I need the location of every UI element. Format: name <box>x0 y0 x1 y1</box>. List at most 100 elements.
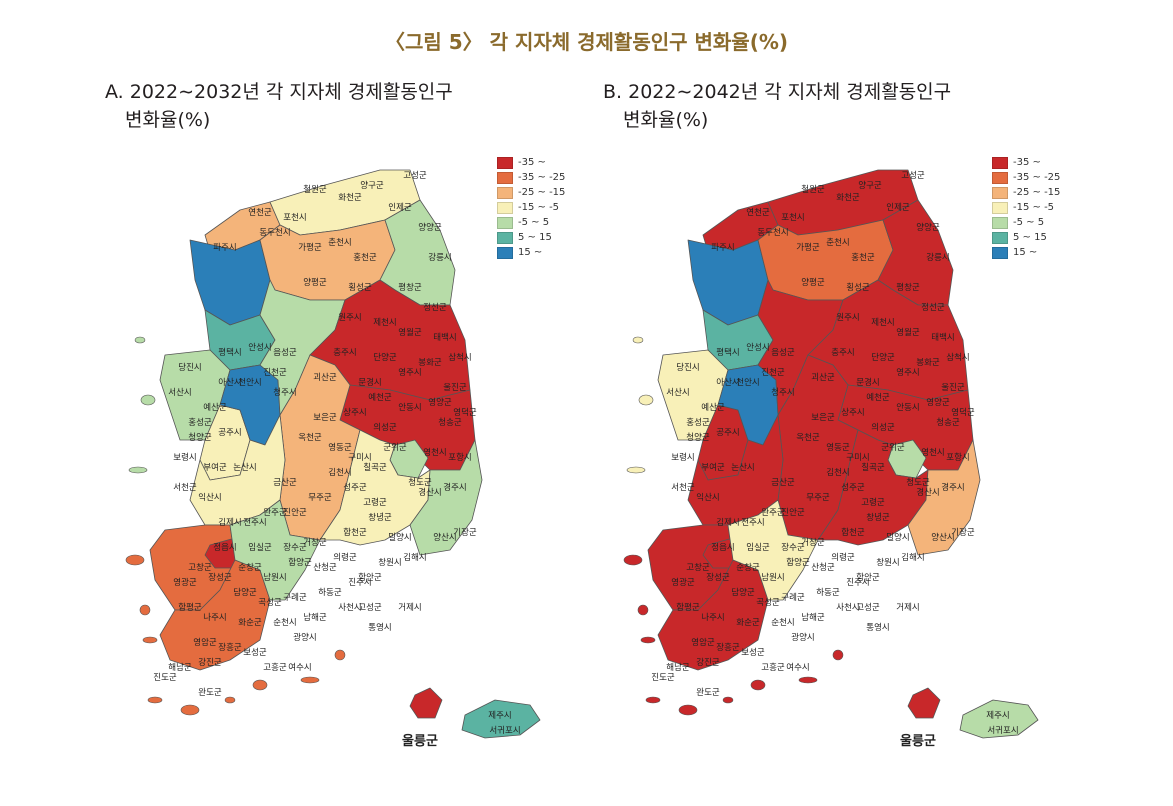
district-label: 옥천군 <box>796 432 820 443</box>
district-label: 양양군 <box>418 222 442 233</box>
figure-title: 〈그림 5〉 각 지자체 경제활동인구 변화율(%) <box>384 30 789 54</box>
district-label: 인제군 <box>886 202 910 213</box>
district-label: 해남군 <box>666 663 690 673</box>
island-shape <box>678 704 698 716</box>
district-label: 보은군 <box>313 413 337 423</box>
legend-swatch <box>992 156 1008 169</box>
legend-item: -15 ~ -5 <box>992 200 1060 215</box>
district-label: 충주시 <box>831 348 854 358</box>
district-label: 의령군 <box>831 552 855 563</box>
district-label: 서천군 <box>671 482 695 493</box>
district-label: 정읍시 <box>711 542 734 553</box>
district-label: 금산군 <box>771 477 795 488</box>
district-label: 아산시 <box>218 377 241 388</box>
legend-item: -15 ~ -5 <box>497 200 565 215</box>
legend-item: 15 ~ <box>497 245 565 260</box>
district-label: 안동시 <box>398 402 421 413</box>
district-label: 음성군 <box>273 348 297 358</box>
district-label: 나주시 <box>701 613 724 623</box>
district-label: 구미시 <box>846 453 869 463</box>
district-label: 통영시 <box>866 622 889 633</box>
district-label: 철원군 <box>303 184 327 195</box>
panel-b-title: B. 2022∼2042년 각 지자체 경제활동인구 변화율(%) <box>603 78 951 134</box>
district-label: 영천시 <box>921 447 944 458</box>
district-label: 진도군 <box>153 672 177 683</box>
district-label: 당진시 <box>178 362 201 373</box>
island-shape <box>224 696 236 704</box>
island-shape <box>252 679 268 691</box>
legend-swatch <box>497 171 513 184</box>
district-label: 청도군 <box>408 478 432 488</box>
legend-panel-b: -35 ~ -35 ~ -25 -25 ~ -15 -15 ~ -5 -5 ~ 5 5 ~… <box>992 155 1060 260</box>
seogwipo-label: 서귀포시 <box>489 725 520 736</box>
district-label: 단양군 <box>373 352 397 363</box>
district-label: 영덕군 <box>453 407 477 418</box>
district-label: 경주시 <box>941 482 964 493</box>
island-shape <box>134 336 146 344</box>
district-label: 함양군 <box>288 557 312 568</box>
island-shape <box>626 466 646 474</box>
district-label: 거창군 <box>801 538 825 548</box>
district-label: 삼척시 <box>448 352 471 363</box>
district-label: 정선군 <box>921 302 945 313</box>
region-ulleung <box>409 687 443 719</box>
district-label: 울진군 <box>941 382 965 393</box>
jeju-label: 제주시 <box>488 711 511 721</box>
panel-b-title-line1: B. 2022∼2042년 각 지자체 경제활동인구 <box>603 81 952 103</box>
district-label: 안성시 <box>746 342 769 353</box>
district-label: 보성군 <box>741 648 765 658</box>
district-label: 원주시 <box>338 313 361 323</box>
legend-label: -35 ~ <box>1013 157 1041 168</box>
district-label: 광양시 <box>791 632 814 643</box>
district-label: 순창군 <box>238 563 262 573</box>
legend-item: -35 ~ <box>992 155 1060 170</box>
legend-swatch <box>497 216 513 229</box>
district-label: 고성군 <box>403 171 427 181</box>
district-label: 진도군 <box>651 672 675 683</box>
district-label: 밀양시 <box>886 532 909 543</box>
legend-swatch <box>992 186 1008 199</box>
district-label: 사천시 <box>836 602 859 613</box>
island-shape <box>128 466 148 474</box>
legend-swatch <box>497 231 513 244</box>
district-label: 연천군 <box>248 207 272 218</box>
legend-label: -5 ~ 5 <box>1013 217 1045 228</box>
district-label: 통영시 <box>368 622 391 633</box>
district-label: 남해군 <box>801 613 825 623</box>
district-label: 상주시 <box>841 407 864 418</box>
district-label: 상주시 <box>343 407 366 418</box>
district-label: 장수군 <box>781 542 805 553</box>
district-label: 논산시 <box>731 462 754 473</box>
district-label: 정선군 <box>423 302 447 313</box>
district-label: 공주시 <box>218 428 241 438</box>
district-label: 안동시 <box>896 402 919 413</box>
legend-label: -15 ~ -5 <box>1013 202 1055 213</box>
district-label: 영양군 <box>926 397 950 408</box>
legend-swatch <box>992 171 1008 184</box>
district-label: 무주군 <box>308 493 332 503</box>
district-label: 광양시 <box>293 632 316 643</box>
island-shape <box>750 679 766 691</box>
district-label: 남해군 <box>303 613 327 623</box>
district-label: 태백시 <box>433 332 456 343</box>
district-label: 익산시 <box>696 492 719 503</box>
legend-swatch <box>497 201 513 214</box>
district-label: 문경시 <box>856 377 879 388</box>
district-label: 거창군 <box>303 538 327 548</box>
district-label: 봉화군 <box>418 358 442 368</box>
district-label: 청양군 <box>188 432 212 443</box>
island-shape <box>300 676 320 684</box>
district-label: 창원시 <box>876 558 899 568</box>
district-label: 고령군 <box>363 497 387 508</box>
district-label: 담양군 <box>731 587 755 598</box>
district-label: 전주시 <box>741 517 764 528</box>
district-label: 평택시 <box>716 347 739 358</box>
legend-label: -35 ~ -25 <box>1013 172 1061 183</box>
district-label: 충주시 <box>333 348 356 358</box>
legend-label: -15 ~ -5 <box>518 202 560 213</box>
district-label: 고흥군 <box>263 662 287 673</box>
